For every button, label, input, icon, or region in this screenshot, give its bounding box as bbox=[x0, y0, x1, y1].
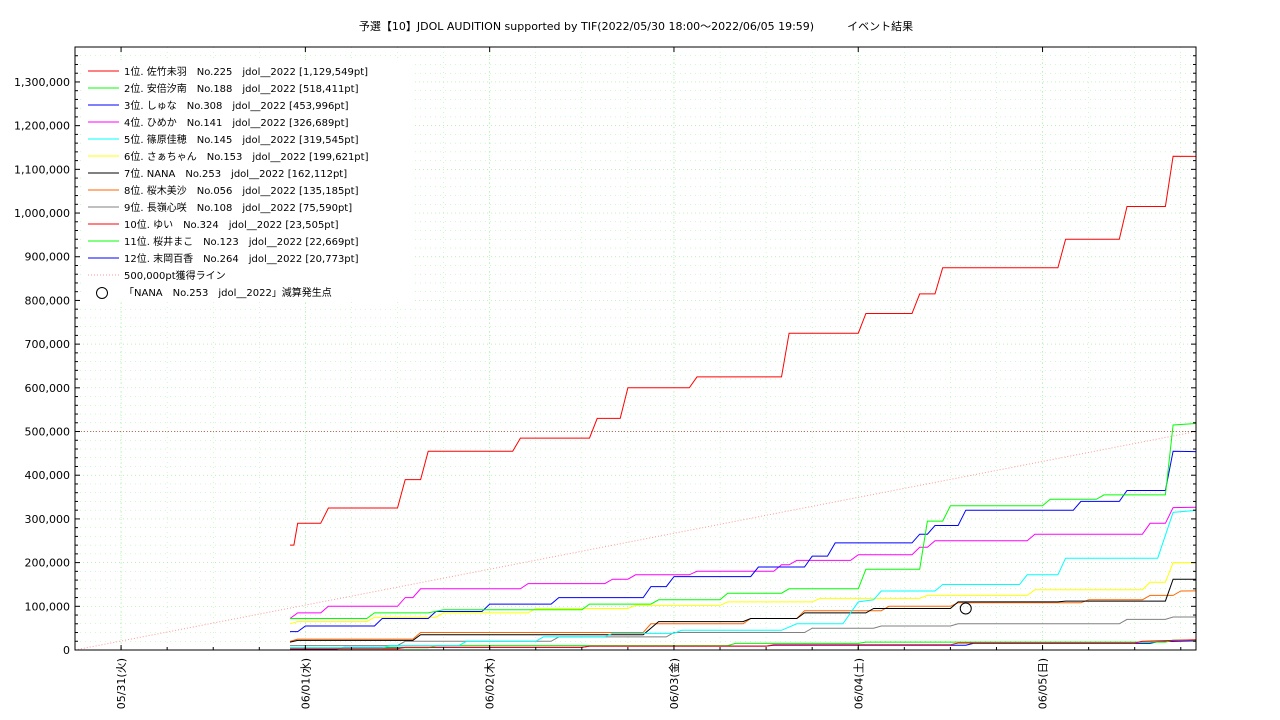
series-lines bbox=[289, 155, 1197, 650]
legend-entry-label: 4位. ひめか No.141 jdol__2022 [326,689pt] bbox=[124, 116, 349, 129]
legend-entry-label: 12位. 末岡百香 No.264 jdol__2022 [20,773pt] bbox=[124, 252, 359, 265]
y-tick-label: 1,300,000 bbox=[14, 76, 70, 89]
legend: 1位. 佐竹未羽 No.225 jdol__2022 [1,129,549pt]… bbox=[82, 61, 414, 301]
y-tick-label: 1,100,000 bbox=[14, 163, 70, 176]
target-pace-line bbox=[74, 431, 1197, 651]
legend-entry-label: 3位. しゅな No.308 jdol__2022 [453,996pt] bbox=[124, 99, 349, 112]
x-tick-label: 05/31(火) bbox=[115, 658, 128, 709]
legend-entry-label: 「NANA No.253 jdol__2022」減算発生点 bbox=[124, 286, 332, 299]
reference-lines bbox=[74, 431, 1197, 651]
series-line bbox=[289, 578, 1196, 643]
legend-entry-label: 6位. さぁちゃん No.153 jdol__2022 [199,621pt] bbox=[124, 150, 369, 163]
y-tick-label: 700,000 bbox=[25, 338, 71, 351]
legend-entry-label: 9位. 長嶺心咲 No.108 jdol__2022 [75,590pt] bbox=[124, 201, 352, 214]
series-line bbox=[290, 423, 1197, 619]
y-axis-tick-labels: 0 100,000 200,000 300,000 400,000 500,000 600,… bbox=[14, 76, 70, 657]
y-tick-label: 200,000 bbox=[25, 557, 71, 570]
x-tick-label: 06/01(水) bbox=[299, 658, 312, 709]
legend-entry-label: 11位. 桜井まこ No.123 jdol__2022 [22,669pt] bbox=[124, 235, 359, 248]
series-line bbox=[290, 639, 1196, 649]
legend-background bbox=[82, 61, 414, 301]
y-tick-label: 800,000 bbox=[25, 294, 71, 307]
y-tick-label: 300,000 bbox=[25, 513, 71, 526]
y-tick-label: 400,000 bbox=[25, 469, 71, 482]
x-tick-label: 06/04(土) bbox=[852, 658, 865, 709]
series-line bbox=[289, 562, 1197, 625]
series-line bbox=[290, 639, 1197, 650]
legend-entry-label: 5位. 篠原佳穂 No.145 jdol__2022 [319,545pt] bbox=[124, 133, 359, 146]
y-tick-label: 500,000 bbox=[25, 426, 71, 439]
axis-ticks bbox=[74, 46, 1196, 651]
y-tick-label: 1,200,000 bbox=[14, 120, 70, 133]
legend-entry-label: 10位. ゆい No.324 jdol__2022 [23,505pt] bbox=[124, 218, 339, 231]
x-tick-label: 06/05(日) bbox=[1037, 658, 1050, 709]
marker-layer bbox=[959, 602, 972, 615]
series-line bbox=[290, 450, 1197, 633]
legend-entry-label: 1位. 佐竹未羽 No.225 jdol__2022 [1,129,549pt] bbox=[124, 65, 368, 78]
legend-entry-label: 500,000pt獲得ライン bbox=[124, 269, 226, 282]
y-tick-label: 100,000 bbox=[25, 600, 71, 613]
x-axis-tick-labels: 05/31(火) 06/01(水) 06/02(木) 06/03(金) 06/04(土)… bbox=[115, 658, 1049, 709]
chart-title: 予選【10】JDOL AUDITION supported by TIF(202… bbox=[359, 19, 913, 33]
y-tick-label: 0 bbox=[63, 644, 70, 657]
series-line bbox=[289, 506, 1197, 619]
y-tick-label: 900,000 bbox=[25, 251, 71, 264]
series-line bbox=[289, 590, 1197, 642]
deduction-marker bbox=[959, 602, 972, 615]
x-tick-label: 06/02(木) bbox=[484, 658, 497, 709]
x-tick-label: 06/03(金) bbox=[667, 658, 681, 709]
legend-entry-label: 2位. 安倍汐南 No.188 jdol__2022 [518,411pt] bbox=[124, 82, 359, 95]
legend-entry-label: 8位. 桜木美沙 No.056 jdol__2022 [135,185pt] bbox=[124, 184, 359, 197]
legend-entry-label: 7位. NANA No.253 jdol__2022 [162,112pt] bbox=[124, 167, 347, 180]
y-tick-label: 1,000,000 bbox=[14, 207, 70, 220]
y-tick-label: 600,000 bbox=[25, 382, 71, 395]
plot-frame bbox=[74, 46, 1197, 651]
series-line bbox=[290, 509, 1197, 649]
legend-swatch bbox=[96, 287, 108, 299]
series-line bbox=[290, 155, 1197, 546]
